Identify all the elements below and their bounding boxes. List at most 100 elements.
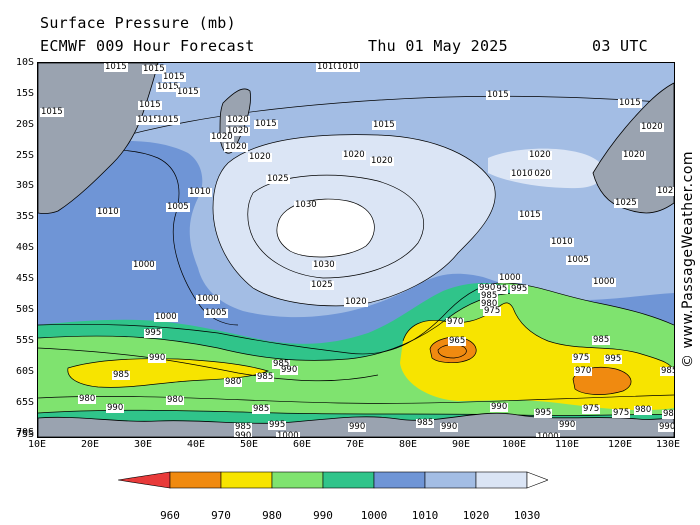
lon-label: 10E [27,439,47,450]
lon-label: 120E [607,439,633,450]
isobar-label: 1015 [136,115,160,125]
lat-label: 10S [15,57,34,68]
lat-label: 15S [15,88,34,99]
isobar-label: 975 [582,404,601,414]
site-credit: © www.PassageWeather.com [680,150,696,368]
isobar-label: 980 [634,405,653,415]
lon-label: 50E [239,439,259,450]
lon-label: 130E [655,439,681,450]
isobar-label: 1020 [622,150,646,160]
pressure-map[interactable]: 1015 1015 1015 1015 1015 1010 1010 1015 … [37,62,675,438]
isobar-label: 990 [106,403,125,413]
lat-label: 60S [15,366,34,377]
isobar-label: 985 [256,372,275,382]
forecast-time: 03 UTC [592,37,648,55]
isobar-label: 1005 [204,308,228,318]
isobar-label: 1015 [618,98,642,108]
isobar-label: 1020 [248,152,272,162]
legend-swatch-970-980 [220,471,273,489]
lon-label: 110E [554,439,580,450]
isobar-label: 985 [234,422,253,432]
legend-swatch-above-1030 [526,471,548,489]
isobar-label: 1010 [336,62,360,72]
isobar-label: 985 [662,410,674,419]
lon-label: 40E [186,439,206,450]
isobar-label: 985 [480,291,499,301]
isobar-label: 975 [572,353,591,363]
isobar-label: 1015 [142,64,166,74]
lat-label: 45S [15,273,34,284]
isobar-label: 975 [612,408,631,418]
isobar-label: 995 [144,328,163,338]
pressure-field [38,63,674,437]
legend-swatch-1010-1020 [424,471,477,489]
isobar-label: 1015 [40,107,64,117]
isobar-label: 990 [490,402,509,412]
isobar-label: 1015 [176,87,200,97]
isobar-label: 985 [252,404,271,414]
isobar-label: 1020 [370,156,394,166]
isobar-label: 1015 [156,115,180,125]
isobar-label: 990 [478,283,497,293]
isobar-label: 1025 [614,198,638,208]
isobar-label: 1015 [372,120,396,130]
isobar-label: 1020 [342,150,366,160]
isobar-label: 980 [78,394,97,404]
isobar-label: 1020 [528,150,552,160]
legend-tick: 1030 [513,509,541,522]
isobar-label: 1000 [276,432,300,437]
lat-label: 35S [15,211,34,222]
isobar-label: 985 [592,335,611,345]
isobar-label: 990 [348,422,367,432]
lat-label: 40S [15,242,34,253]
high-pressure-center [276,199,375,258]
lon-label: 60E [292,439,312,450]
legend-tick: 1010 [411,509,439,522]
lat-label-75s: 75S [15,429,34,440]
lat-label: 70S [15,427,34,438]
lat-label: 55S [15,335,34,346]
isobar-label: 1025 [266,174,290,184]
isobar-label: 1020 [640,122,664,132]
isobar-label: 1025 [656,187,674,196]
isobar-label: 1030 [312,260,336,270]
isobar-label: 1010 [188,187,212,197]
isobar-label: 965 [448,336,467,346]
isobar-label: 980 [480,299,499,309]
legend-swatch-1000-1010 [373,471,426,489]
lon-label: 90E [451,439,471,450]
isobar-label: 1015 [486,90,510,100]
isobar-label: 1025 [310,280,334,290]
legend-swatch-960-970 [169,471,222,489]
isobar-label: 1020 [226,115,250,125]
legend-tick: 970 [211,509,231,522]
isobar-label: 1000 [592,277,616,287]
lat-label: 50S [15,304,34,315]
isobar-label: 970 [446,317,465,327]
legend-tick: 990 [313,509,333,522]
isobar-label: 1010 [510,169,534,179]
isobar-label: 990 [658,422,675,432]
map-title: Surface Pressure (mb) [40,14,236,32]
isobar-label: 1000 [132,260,156,270]
isobar-label: 1015 [104,62,128,72]
isobar-label: 1010 [550,237,574,247]
forecast-model-label: ECMWF 009 Hour Forecast [40,37,255,55]
isobar-label: 1010 [316,62,340,72]
isobar-label: 990 [280,365,299,375]
pressure-band-1010 [38,149,238,325]
isobar-label: 1020 [224,142,248,152]
isobar-label: 970 [574,366,593,376]
isobar-label: 1020 [210,132,234,142]
isobar-label: 1000 [154,312,178,322]
lat-label: 25S [15,150,34,161]
lon-label: 30E [133,439,153,450]
isobar-label: 1015 [138,100,162,110]
isobar-label: 995 [268,420,287,430]
isobar-label: 995 [510,284,529,294]
pressure-band-980-west [67,358,268,388]
isobar-label: 1010 [96,207,120,217]
isobar-label: 1000 [536,433,560,437]
legend-swatch-990-1000 [322,471,375,489]
isobar-label: 975 [483,306,502,316]
